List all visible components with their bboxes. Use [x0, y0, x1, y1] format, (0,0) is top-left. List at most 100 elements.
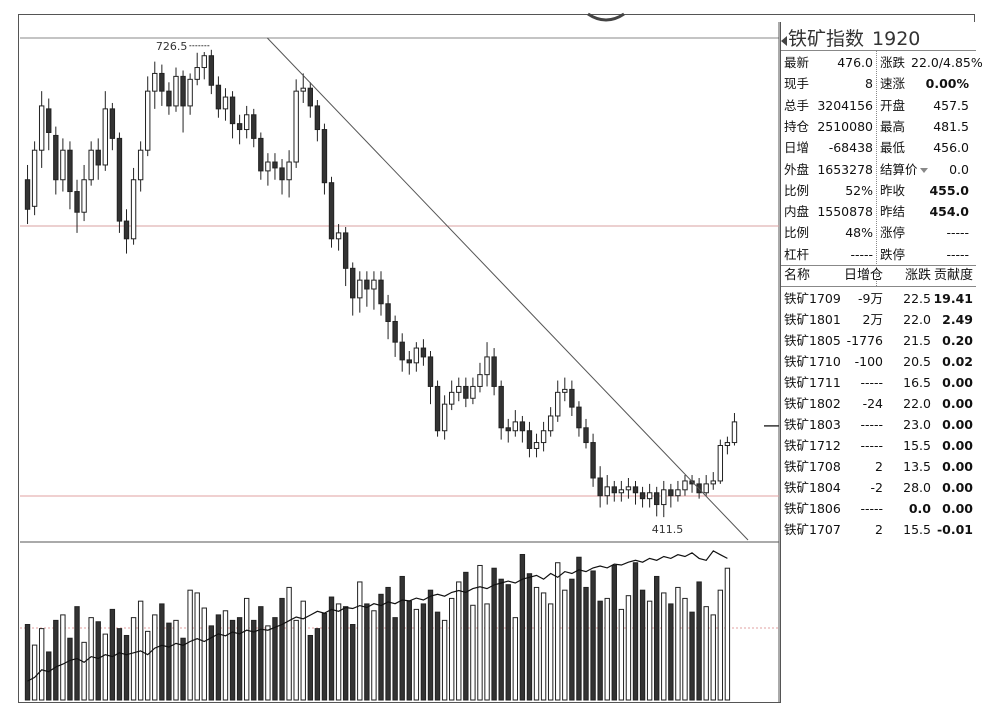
candle-up [703, 483, 709, 494]
candle-down [53, 134, 59, 181]
quote-panel: 铁矿指数 1920 最新 476.0 涨跌 22.0/4.85% 现手 8 速涨 0.00% 总手… [780, 22, 983, 703]
volume-bar [456, 581, 462, 701]
contract-oi-change: -100 [854, 354, 883, 369]
candle-down [639, 492, 646, 500]
quote-value: 1653278 [817, 161, 873, 177]
contract-change: 22.5 [903, 291, 931, 306]
contract-change: 22.0 [903, 396, 931, 411]
candle-up [300, 87, 306, 92]
contract-row[interactable]: 铁矿1801 2万 22.0 2.49 [781, 309, 976, 330]
contract-change: 22.0 [903, 312, 931, 327]
header-contribution[interactable]: 贡献度 [933, 268, 973, 283]
volume-bar [470, 604, 476, 701]
contract-change: 16.5 [903, 375, 931, 390]
candle-up [81, 179, 87, 213]
candle-down [505, 427, 511, 432]
dropdown-caret-icon[interactable] [919, 167, 928, 173]
header-name: 名称 [784, 268, 811, 283]
candle-down [569, 388, 575, 408]
volume-bar [427, 589, 434, 701]
quote-value: ----- [850, 246, 873, 262]
volume-bar [526, 573, 533, 701]
contract-contribution: -0.01 [936, 522, 973, 537]
volume-bar [123, 634, 130, 701]
quote-label: 内盘 [784, 204, 810, 220]
contract-row[interactable]: 铁矿1802 -24 22.0 0.00 [781, 393, 976, 414]
contract-row[interactable]: 铁矿1712 ----- 15.5 0.00 [781, 435, 976, 456]
candle-down [272, 161, 278, 169]
candle-up [286, 161, 292, 181]
quote-label: 杠杆 [784, 246, 810, 262]
candle-down [519, 421, 526, 432]
candle-up [194, 67, 200, 80]
header-oi-change[interactable]: 日增仓 [843, 268, 883, 283]
contract-row[interactable]: 铁矿1804 -2 28.0 0.00 [781, 477, 976, 498]
candle-down [378, 279, 384, 305]
candle-down [123, 220, 130, 240]
contract-contribution: 2.49 [942, 312, 973, 327]
candle-down [463, 385, 469, 399]
candle-down [364, 279, 370, 290]
quote-label: 总手 [784, 97, 810, 113]
volume-bar [300, 600, 306, 701]
contract-row[interactable]: 铁矿1707 2 15.5 -0.01 [781, 519, 976, 540]
contract-name: 铁矿1801 [784, 312, 841, 327]
quote-value: ----- [946, 246, 969, 262]
contract-row[interactable]: 铁矿1711 ----- 16.5 0.00 [781, 372, 976, 393]
volume-bar [618, 608, 625, 701]
contract-name: 铁矿1709 [784, 291, 841, 306]
volume-bar [180, 637, 186, 701]
volume-bar [576, 556, 582, 701]
candle-up [88, 149, 94, 181]
candle-down [279, 167, 285, 181]
candle-up [222, 96, 229, 110]
candle-up [661, 489, 667, 506]
contract-change: 23.0 [903, 417, 931, 432]
contract-oi-change: -9万 [858, 291, 883, 306]
contract-row[interactable]: 铁矿1710 -100 20.5 0.02 [781, 351, 976, 372]
contract-contribution: 0.00 [942, 417, 973, 432]
candle-down [229, 96, 236, 125]
volume-bar [152, 614, 158, 701]
contract-row[interactable]: 铁矿1803 ----- 23.0 0.00 [781, 414, 976, 435]
contract-row[interactable]: 铁矿1708 2 13.5 0.00 [781, 456, 976, 477]
header-change[interactable]: 涨跌 [904, 268, 931, 283]
quote-label: 速涨 [880, 76, 906, 92]
volume-bar [505, 584, 511, 701]
contract-contribution: 0.20 [942, 333, 973, 348]
candle-up [243, 114, 250, 131]
panel-collapse-icon[interactable] [781, 36, 787, 46]
volume-bar [215, 614, 222, 701]
volume-bar [632, 562, 639, 701]
volume-bar [463, 571, 469, 701]
contract-row[interactable]: 铁矿1709 -9万 22.5 19.41 [781, 288, 976, 309]
candle-down [583, 427, 589, 444]
volume-bar [540, 592, 547, 701]
candle-up [470, 385, 476, 399]
candle-up [371, 279, 377, 290]
candle-up [102, 108, 108, 166]
contract-row[interactable]: 铁矿1805 -1776 21.5 0.20 [781, 330, 976, 351]
volume-bar [24, 624, 31, 701]
quote-value: 0.0 [949, 161, 969, 177]
candle-down [420, 347, 427, 358]
chart-tab-handle-icon [587, 12, 625, 22]
volume-bar [67, 637, 73, 701]
volume-bar [173, 619, 179, 701]
quote-label: 开盘 [880, 97, 906, 113]
candle-down [321, 129, 328, 184]
quote-value: 52% [845, 182, 873, 198]
candle-down [46, 108, 52, 133]
period-low-label: 411.5 [652, 523, 684, 536]
volume-bar [710, 614, 716, 701]
quote-label[interactable]: 结算价 [880, 159, 930, 180]
contract-row[interactable]: 铁矿1806 ----- 0.0 0.00 [781, 498, 976, 519]
candle-up [145, 90, 151, 151]
candle-up [675, 489, 681, 497]
volume-bar [689, 611, 695, 701]
volume-bar [60, 614, 66, 701]
quote-value: 8 [865, 76, 873, 92]
volume-bar [498, 578, 504, 701]
quote-value: 457.5 [933, 97, 969, 113]
